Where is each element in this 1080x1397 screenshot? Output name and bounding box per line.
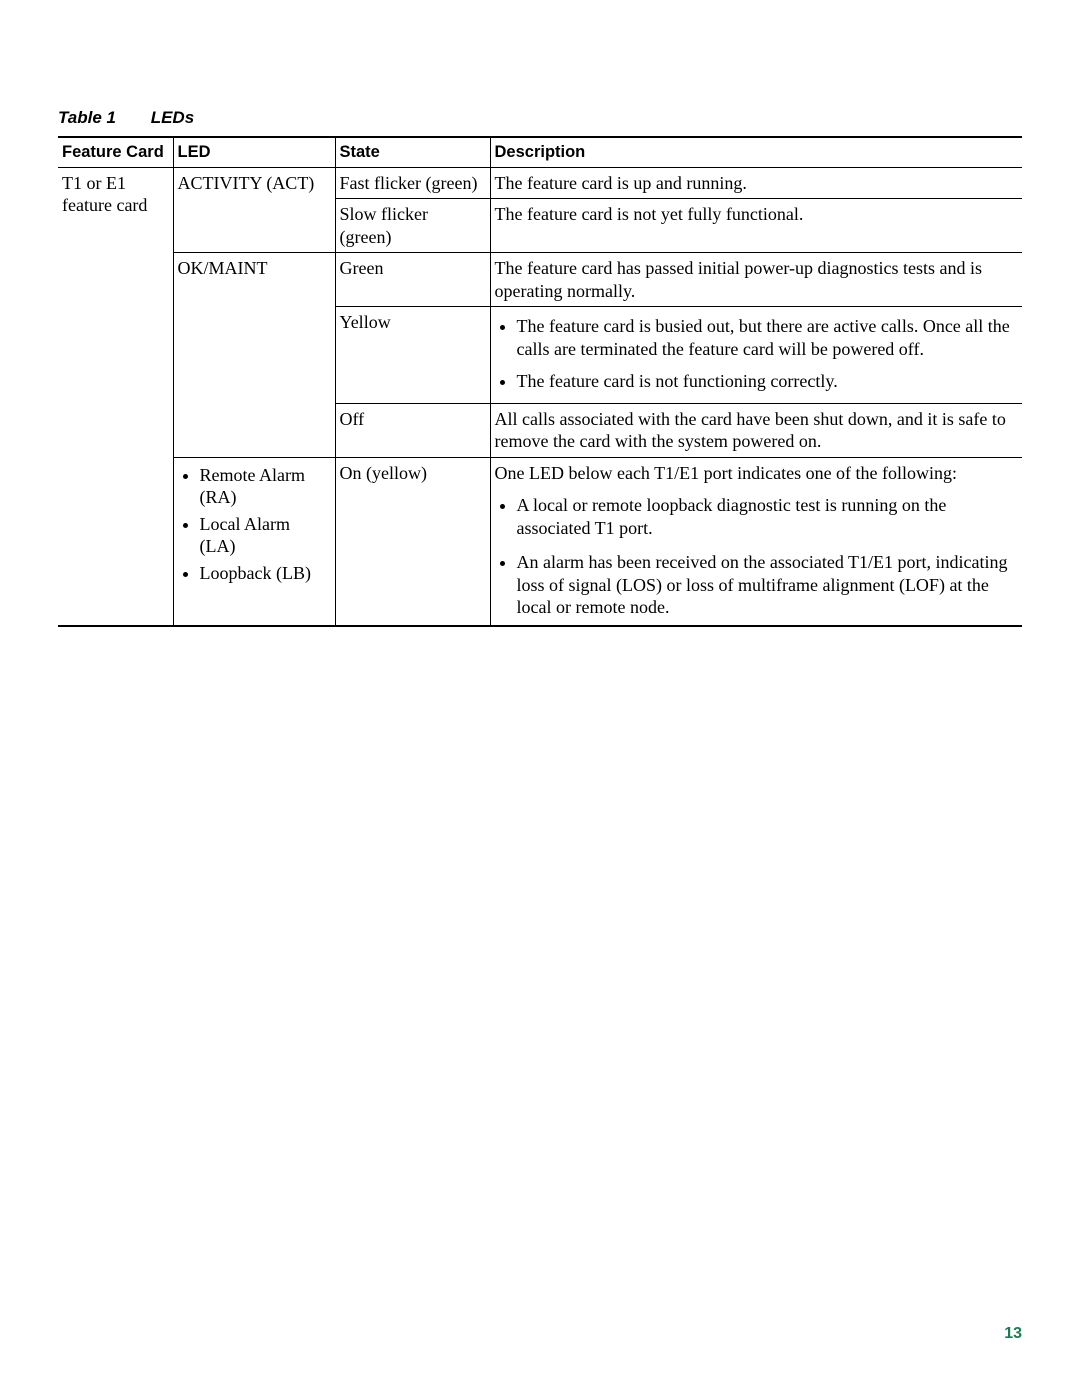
description-list: An alarm has been received on the associ… [495,549,1017,621]
list-item: The feature card is busied out, but ther… [517,311,1017,366]
cell-description: The feature card has passed initial powe… [490,253,1022,307]
page: Table 1 LEDs Feature Card LED State Desc… [0,0,1080,1397]
list-item: Remote Alarm (RA) [200,462,329,511]
list-item: Loopback (LB) [200,560,329,587]
cell-state: Green [335,253,490,307]
cell-state: Fast flicker (green) [335,167,490,199]
cell-state: Off [335,403,490,457]
table-header-row: Feature Card LED State Description [58,137,1022,167]
list-item: An alarm has been received on the associ… [517,549,1017,621]
cell-led: OK/MAINT [173,253,335,458]
col-state: State [335,137,490,167]
cell-state: Yellow [335,307,490,404]
cell-description: One LED below each T1/E1 port indicates … [490,457,1022,488]
leds-table: Feature Card LED State Description T1 or… [58,136,1022,627]
cell-description: A local or remote loopback diagnostic te… [490,488,1022,545]
table-title: LEDs [151,108,194,127]
cell-description: All calls associated with the card have … [490,403,1022,457]
description-list: A local or remote loopback diagnostic te… [495,492,1017,541]
cell-state: Slow flicker (green) [335,199,490,253]
table-caption: Table 1 LEDs [58,108,1022,128]
table-row: OK/MAINT Green The feature card has pass… [58,253,1022,307]
col-led: LED [173,137,335,167]
led-list: Remote Alarm (RA) Local Alarm (LA) Loopb… [178,462,329,587]
cell-feature-card: T1 or E1 feature card [58,167,173,626]
col-description: Description [490,137,1022,167]
table-row: T1 or E1 feature card ACTIVITY (ACT) Fas… [58,167,1022,199]
cell-description: The feature card is up and running. [490,167,1022,199]
list-item: A local or remote loopback diagnostic te… [517,492,1017,541]
table-row: Remote Alarm (RA) Local Alarm (LA) Loopb… [58,457,1022,488]
col-feature-card: Feature Card [58,137,173,167]
list-item: The feature card is not functioning corr… [517,366,1017,399]
cell-description: An alarm has been received on the associ… [490,545,1022,626]
table-number: Table 1 [58,108,116,127]
cell-led: ACTIVITY (ACT) [173,167,335,253]
page-number: 13 [1004,1325,1022,1343]
cell-state: On (yellow) [335,457,490,626]
cell-led: Remote Alarm (RA) Local Alarm (LA) Loopb… [173,457,335,626]
cell-description: The feature card is busied out, but ther… [490,307,1022,404]
cell-description: The feature card is not yet fully functi… [490,199,1022,253]
list-item: Local Alarm (LA) [200,511,329,560]
description-list: The feature card is busied out, but ther… [495,311,1017,399]
